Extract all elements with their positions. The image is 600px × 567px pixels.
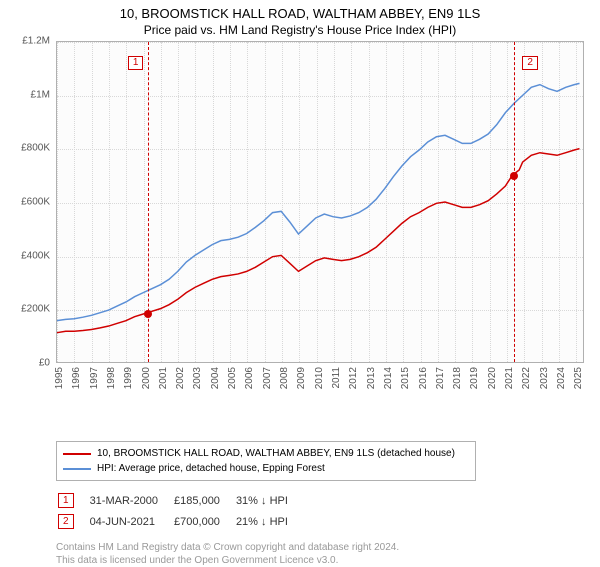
sale-marker-2 [510, 172, 518, 180]
x-tick-label: 2001 [158, 367, 169, 389]
x-tick-label: 1995 [54, 367, 65, 389]
chart-subtitle: Price paid vs. HM Land Registry's House … [0, 21, 600, 41]
y-tick-label: £0 [10, 358, 50, 369]
x-tick-label: 2018 [452, 367, 463, 389]
transaction-date: 04-JUN-2021 [90, 512, 172, 531]
transaction-row: 1 31-MAR-2000£185,00031% ↓ HPI [58, 491, 302, 510]
x-tick-label: 2013 [366, 367, 377, 389]
legend-text: 10, BROOMSTICK HALL ROAD, WALTHAM ABBEY,… [97, 448, 455, 459]
x-tick-label: 2004 [210, 367, 221, 389]
legend-swatch [63, 468, 91, 470]
x-tick-label: 2012 [348, 367, 359, 389]
transaction-diff: 31% ↓ HPI [236, 491, 302, 510]
marker-line-2 [514, 42, 515, 362]
x-tick-label: 1996 [71, 367, 82, 389]
series-property [57, 149, 580, 333]
legend-text: HPI: Average price, detached house, Eppi… [97, 463, 325, 474]
transaction-diff: 21% ↓ HPI [236, 512, 302, 531]
legend-row: 10, BROOMSTICK HALL ROAD, WALTHAM ABBEY,… [63, 446, 469, 461]
x-tick-label: 2015 [400, 367, 411, 389]
x-tick-label: 2002 [175, 367, 186, 389]
y-tick-label: £400K [10, 250, 50, 261]
x-tick-label: 1999 [123, 367, 134, 389]
x-tick-label: 2011 [331, 367, 342, 389]
x-tick-label: 2025 [573, 367, 584, 389]
x-tick-label: 2010 [314, 367, 325, 389]
sale-marker-1 [144, 310, 152, 318]
x-tick-label: 1998 [106, 367, 117, 389]
x-tick-label: 2024 [556, 367, 567, 389]
x-tick-label: 2008 [279, 367, 290, 389]
x-tick-label: 2019 [469, 367, 480, 389]
x-tick-label: 2014 [383, 367, 394, 389]
x-tick-label: 2006 [244, 367, 255, 389]
y-tick-label: £800K [10, 143, 50, 154]
x-tick-label: 2016 [418, 367, 429, 389]
x-tick-label: 2009 [296, 367, 307, 389]
transaction-marker: 2 [58, 514, 74, 529]
legend-row: HPI: Average price, detached house, Eppi… [63, 461, 469, 476]
legend-swatch [63, 453, 91, 455]
legend: 10, BROOMSTICK HALL ROAD, WALTHAM ABBEY,… [56, 441, 476, 481]
transaction-price: £700,000 [174, 512, 234, 531]
y-tick-label: £1M [10, 89, 50, 100]
transactions-table: 1 31-MAR-2000£185,00031% ↓ HPI 2 04-JUN-202… [56, 489, 304, 533]
marker-label-2: 2 [522, 56, 538, 70]
transaction-marker: 1 [58, 493, 74, 508]
footer-line-1: Contains HM Land Registry data © Crown c… [56, 541, 600, 554]
x-tick-label: 2017 [435, 367, 446, 389]
chart-container: 12 £0£200K£400K£600K£800K£1M£1.2M 199519… [10, 41, 590, 401]
y-tick-label: £200K [10, 304, 50, 315]
series-hpi [57, 83, 580, 320]
x-tick-label: 2005 [227, 367, 238, 389]
x-tick-label: 2000 [141, 367, 152, 389]
footer-line-2: This data is licensed under the Open Gov… [56, 554, 600, 567]
transaction-date: 31-MAR-2000 [90, 491, 172, 510]
x-tick-label: 2023 [539, 367, 550, 389]
x-tick-label: 2020 [487, 367, 498, 389]
x-tick-label: 2007 [262, 367, 273, 389]
x-tick-label: 2003 [192, 367, 203, 389]
x-tick-label: 1997 [89, 367, 100, 389]
marker-label-1: 1 [128, 56, 144, 70]
footer-attribution: Contains HM Land Registry data © Crown c… [56, 541, 600, 567]
chart-lines [57, 42, 583, 362]
y-tick-label: £600K [10, 197, 50, 208]
plot-area: 12 [56, 41, 584, 363]
transaction-price: £185,000 [174, 491, 234, 510]
transaction-row: 2 04-JUN-2021£700,00021% ↓ HPI [58, 512, 302, 531]
x-tick-label: 2021 [504, 367, 515, 389]
chart-title: 10, BROOMSTICK HALL ROAD, WALTHAM ABBEY,… [0, 0, 600, 21]
y-tick-label: £1.2M [10, 36, 50, 47]
x-tick-label: 2022 [521, 367, 532, 389]
